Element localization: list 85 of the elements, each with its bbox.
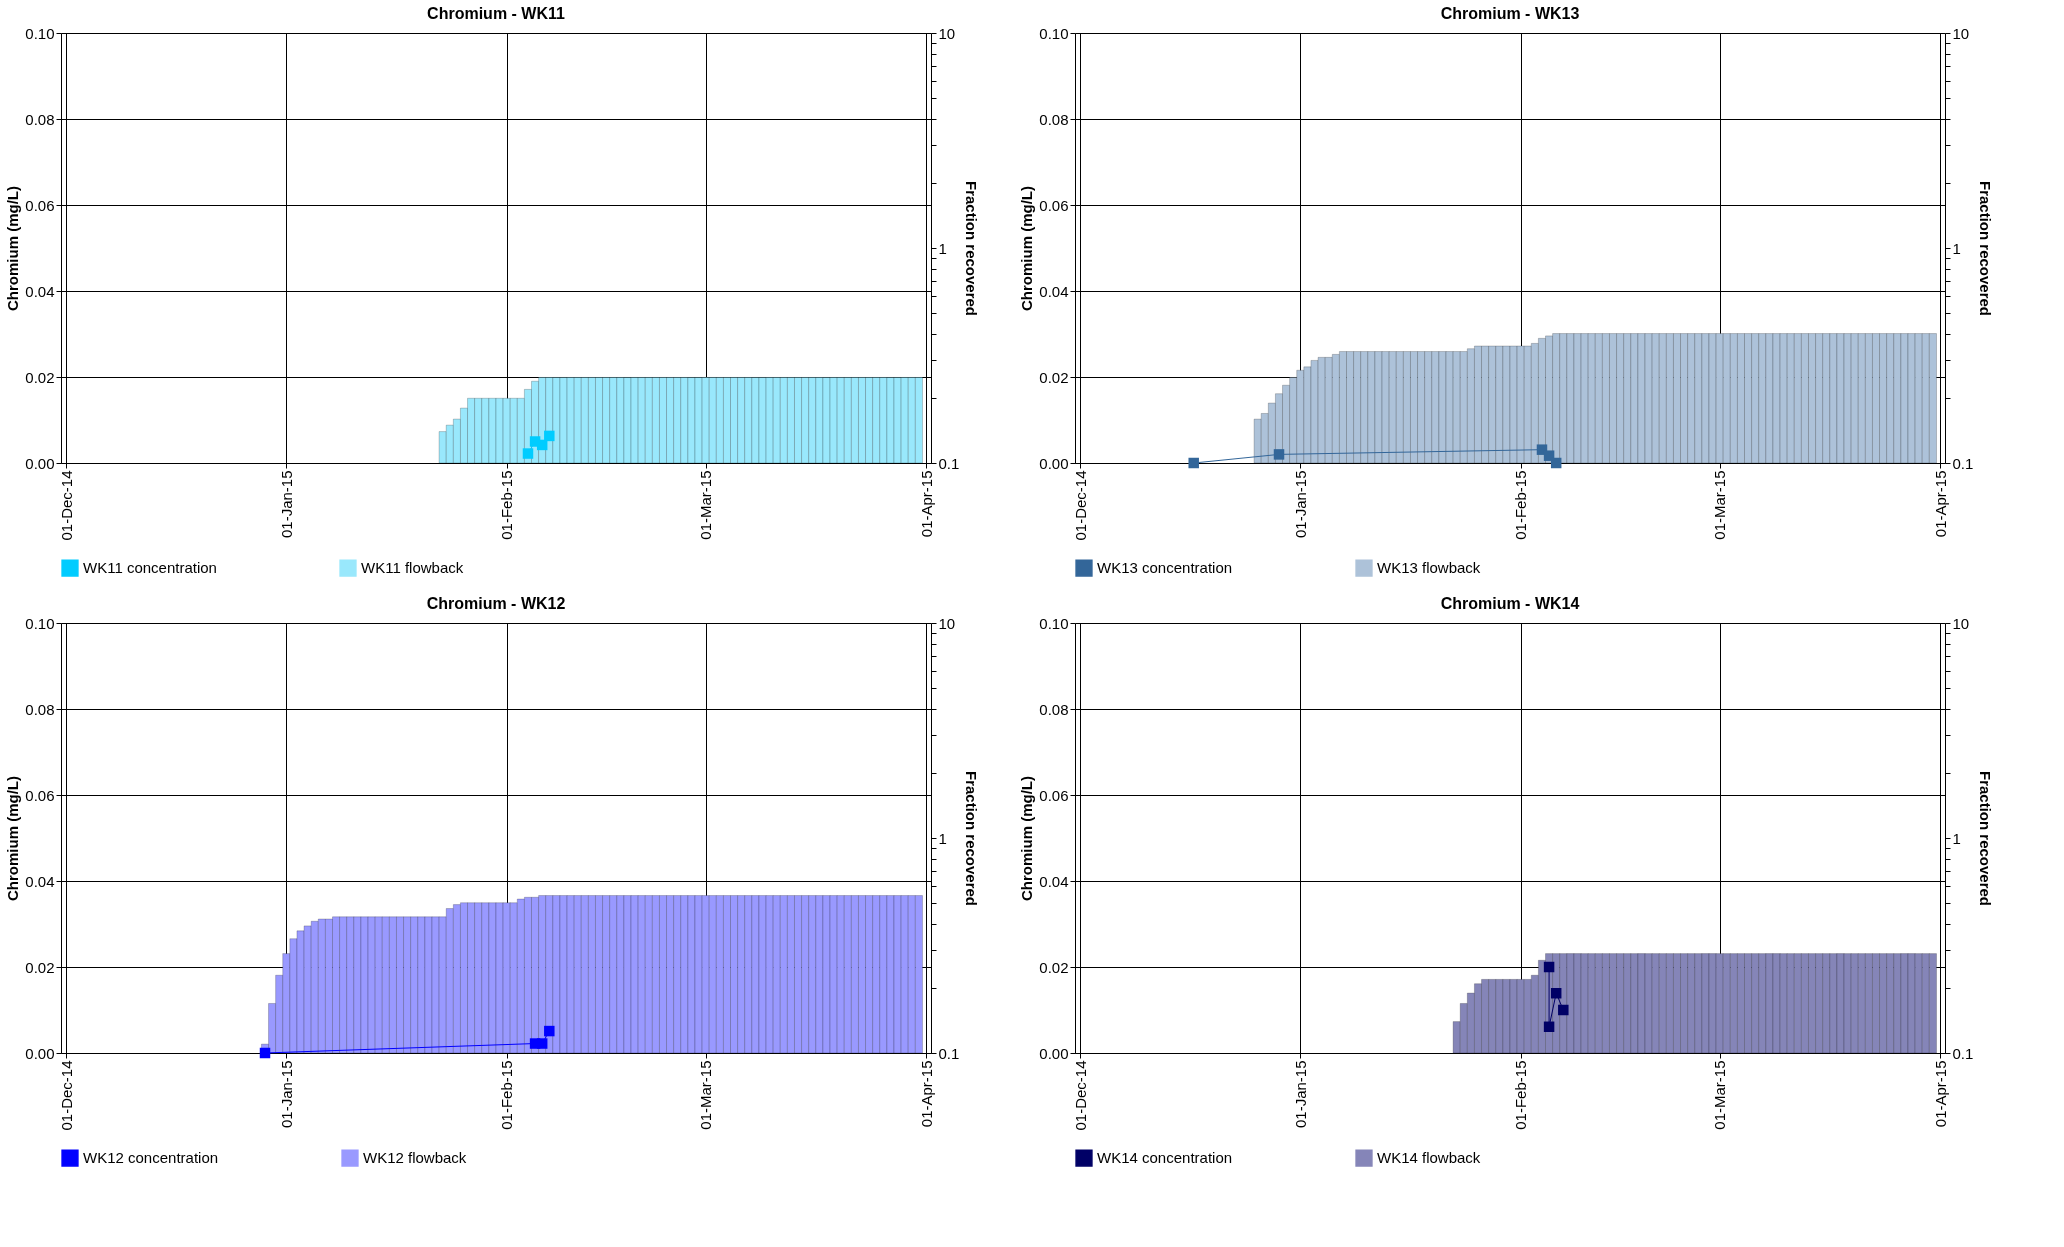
y2-tick-label: 10 <box>1952 24 1970 42</box>
y-tick-label: 0.02 <box>1039 958 1069 976</box>
y-tick-label: 0.04 <box>25 872 55 890</box>
x-tick-label: 01-Apr-15 <box>1931 1060 1949 1128</box>
y2-tick-label: 1 <box>1952 829 1961 847</box>
x-tick-label: 01-Dec-14 <box>1071 1060 1089 1131</box>
chart-title: Chromium - WK14 <box>1440 595 1580 612</box>
x-tick-label: 01-Mar-15 <box>697 1060 715 1130</box>
y-tick-label: 0.02 <box>25 958 55 976</box>
y2-tick-label: 0.1 <box>1952 454 1974 472</box>
x-tick-label: 01-Dec-14 <box>57 470 75 541</box>
y-axis-title: Chromium (mg/L) <box>4 186 22 311</box>
x-tick-label: 01-Feb-15 <box>1512 470 1530 540</box>
y-tick-label: 0.10 <box>1039 24 1069 42</box>
point <box>1543 450 1555 461</box>
y-tick-label: 0.04 <box>25 282 55 300</box>
y2-tick-label: 10 <box>1952 614 1970 632</box>
y2-tick-label: 1 <box>938 829 947 847</box>
y-axis-title: Chromium (mg/L) <box>4 776 22 901</box>
y-tick-label: 0.10 <box>25 24 55 42</box>
y2-tick-label: 10 <box>938 24 956 42</box>
point <box>522 448 534 459</box>
y-tick-label: 0.10 <box>1039 614 1069 632</box>
legend-label: WK11 flowback <box>361 559 464 577</box>
x-tick-label: 01-Apr-15 <box>1931 470 1949 538</box>
point <box>544 1025 555 1037</box>
y-tick-label: 0.08 <box>25 700 55 718</box>
point <box>1273 449 1285 460</box>
x-tick-label: 01-Jan-15 <box>277 1060 295 1129</box>
y-tick-label: 0.06 <box>25 786 55 804</box>
x-tick-label: 01-Apr-15 <box>917 470 935 538</box>
y-tick-label: 0.06 <box>1039 786 1069 804</box>
y2-axis-title: Fraction recovered <box>1977 770 1995 907</box>
chart-title: Chromium - WK13 <box>1440 5 1580 22</box>
chart-title: Chromium - WK11 <box>427 5 565 22</box>
x-tick-label: 01-Feb-15 <box>498 1060 516 1130</box>
point <box>1550 457 1562 469</box>
y2-tick-label: 1 <box>1952 239 1961 257</box>
x-tick-label: 01-Feb-15 <box>1512 1060 1530 1130</box>
y-tick-label: 0.02 <box>25 368 55 386</box>
x-tick-label: 01-Feb-15 <box>498 470 516 540</box>
y2-tick-label: 0.1 <box>938 1044 960 1062</box>
x-tick-label: 01-Dec-14 <box>57 1060 75 1131</box>
y2-axis-title: Fraction recovered <box>963 180 981 317</box>
y-tick-label: 0.10 <box>25 614 55 632</box>
y2-tick-label: 10 <box>938 614 956 632</box>
legend-label: WK13 concentration <box>1097 559 1233 577</box>
y-tick-label: 0.04 <box>1039 282 1069 300</box>
y2-tick-label: 0.1 <box>1952 1044 1974 1062</box>
x-tick-label: 01-Mar-15 <box>1711 1060 1729 1130</box>
y-axis-title: Chromium (mg/L) <box>1018 776 1036 901</box>
y-tick-label: 0.08 <box>1039 110 1069 128</box>
y-tick-label: 0.08 <box>1039 700 1069 718</box>
y2-tick-label: 1 <box>938 239 947 257</box>
x-tick-label: 01-Jan-15 <box>1291 1060 1309 1129</box>
y-tick-label: 0.06 <box>25 196 55 214</box>
legend-label: WK11 concentration <box>83 559 217 577</box>
y-tick-label: 0.00 <box>1039 454 1069 472</box>
y-tick-label: 0.00 <box>25 1044 55 1062</box>
chart-title: Chromium - WK12 <box>426 595 566 612</box>
point <box>536 1038 548 1049</box>
y-axis-title: Chromium (mg/L) <box>1018 186 1036 311</box>
y-tick-label: 0.00 <box>25 454 55 472</box>
y2-axis-title: Fraction recovered <box>1977 180 1995 317</box>
legend-label: WK12 flowback <box>363 1149 467 1167</box>
y-tick-label: 0.04 <box>1039 872 1069 890</box>
x-tick-label: 01-Mar-15 <box>697 470 715 540</box>
legend-label: WK14 concentration <box>1097 1149 1233 1167</box>
y2-axis-title: Fraction recovered <box>963 770 981 907</box>
y-tick-label: 0.06 <box>1039 196 1069 214</box>
y2-tick-label: 0.1 <box>938 454 960 472</box>
legend-label: WK14 flowback <box>1377 1149 1481 1167</box>
point <box>544 430 555 442</box>
x-tick-label: 01-Apr-15 <box>917 1060 935 1128</box>
x-tick-label: 01-Dec-14 <box>1071 470 1089 541</box>
y-tick-label: 0.02 <box>1039 368 1069 386</box>
x-tick-label: 01-Mar-15 <box>1711 470 1729 540</box>
y-tick-label: 0.00 <box>1039 1044 1069 1062</box>
x-tick-label: 01-Jan-15 <box>1291 470 1309 539</box>
point <box>259 1047 271 1059</box>
legend-label: WK12 concentration <box>83 1149 219 1167</box>
legend-label: WK13 flowback <box>1377 559 1481 577</box>
y-tick-label: 0.08 <box>25 110 55 128</box>
x-tick-label: 01-Jan-15 <box>277 470 295 539</box>
point <box>1188 457 1199 469</box>
